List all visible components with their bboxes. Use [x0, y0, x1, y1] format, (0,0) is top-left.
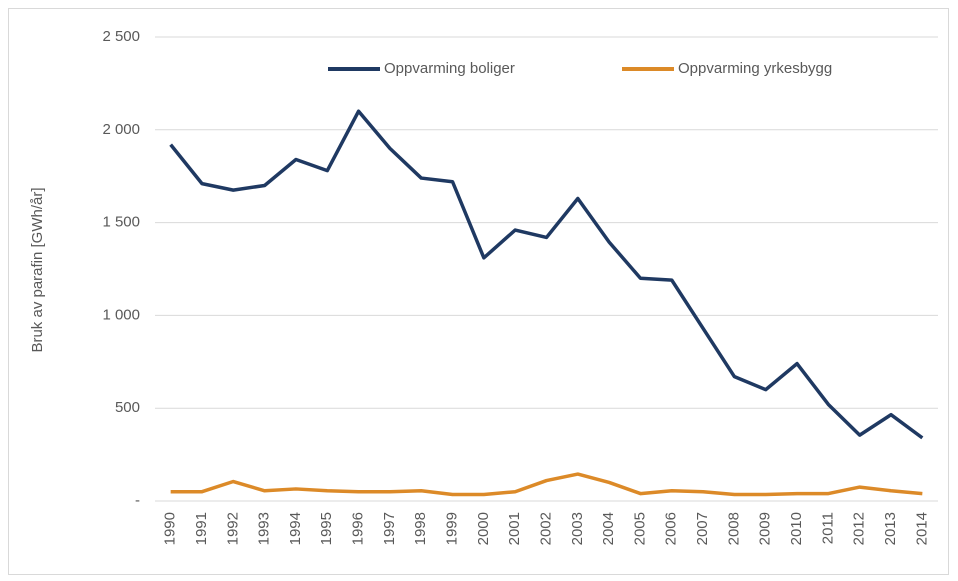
x-tick-label: 2003: [569, 512, 586, 545]
x-tick-label: 1999: [444, 512, 461, 545]
chart-border: [8, 8, 949, 575]
y-tick-label: 2 000: [102, 121, 140, 138]
x-tick-label: 2004: [600, 512, 617, 545]
y-tick-label: 2 500: [102, 28, 140, 45]
legend-label: Oppvarming yrkesbygg: [678, 60, 832, 77]
x-tick-label: 2008: [725, 512, 742, 545]
x-tick-label: 2005: [631, 512, 648, 545]
x-tick-label: 2014: [913, 512, 930, 545]
x-tick-label: 1990: [162, 512, 179, 545]
x-tick-label: 2007: [694, 512, 711, 545]
x-tick-label: 2011: [819, 512, 836, 544]
series-line: [170, 472, 923, 497]
legend-label: Oppvarming boliger: [384, 60, 515, 77]
x-tick-label: 2009: [757, 512, 774, 545]
y-tick-label: -: [135, 492, 140, 509]
y-tick-label: 1 000: [102, 306, 140, 323]
x-tick-label: 1997: [381, 512, 398, 545]
x-tick-label: 1992: [224, 512, 241, 545]
x-tick-label: 2000: [475, 512, 492, 545]
x-tick-label: 2012: [851, 512, 868, 545]
x-tick-label: 2006: [663, 512, 680, 545]
x-tick-label: 1998: [412, 512, 429, 545]
x-tick-label: 1991: [193, 512, 210, 545]
x-tick-label: 2002: [537, 512, 554, 545]
x-tick-label: 2013: [882, 512, 899, 545]
x-tick-label: 1994: [287, 512, 304, 545]
y-tick-label: 1 500: [102, 214, 140, 231]
x-tick-label: 1995: [318, 512, 335, 545]
x-tick-label: 2010: [788, 512, 805, 545]
x-tick-label: 1996: [350, 512, 367, 545]
y-axis-label: Bruk av parafin [GWh/år]: [29, 187, 46, 352]
x-tick-label: 2001: [506, 512, 523, 545]
series-line: [169, 109, 924, 440]
x-tick-label: 1993: [256, 512, 273, 545]
y-tick-label: 500: [115, 399, 140, 416]
